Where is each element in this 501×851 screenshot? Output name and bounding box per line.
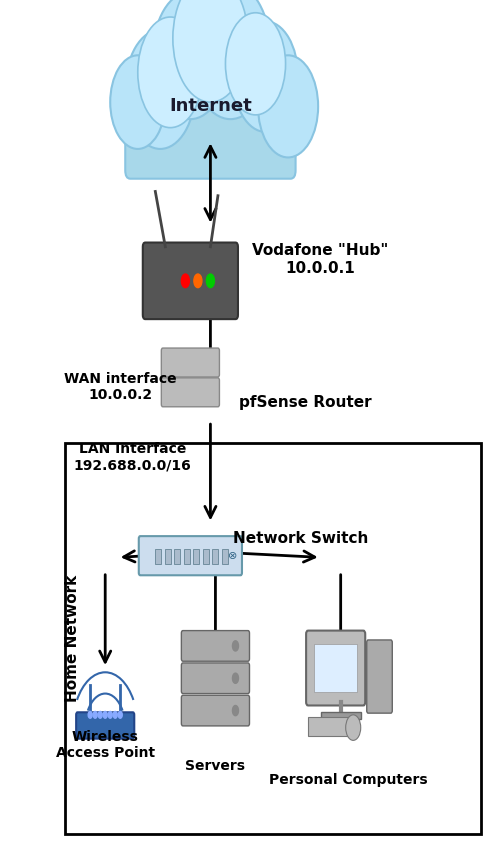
FancyBboxPatch shape — [181, 663, 249, 694]
Text: pfSense Router: pfSense Router — [239, 395, 372, 410]
Circle shape — [258, 55, 318, 157]
Text: Internet: Internet — [169, 97, 252, 116]
Circle shape — [173, 0, 248, 102]
Bar — [321, 712, 361, 719]
Circle shape — [138, 17, 203, 128]
Circle shape — [118, 711, 122, 718]
Circle shape — [232, 673, 238, 683]
Circle shape — [110, 55, 165, 149]
Bar — [314, 644, 357, 692]
Bar — [174, 549, 180, 564]
Text: Wireless
Access Point: Wireless Access Point — [56, 729, 155, 760]
FancyBboxPatch shape — [367, 640, 392, 713]
Text: Servers: Servers — [185, 759, 245, 773]
Bar — [155, 549, 161, 564]
Circle shape — [125, 30, 195, 149]
Text: Vodafone "Hub"
10.0.0.1: Vodafone "Hub" 10.0.0.1 — [253, 243, 389, 276]
Circle shape — [346, 715, 361, 740]
Text: Personal Computers: Personal Computers — [269, 774, 427, 787]
Circle shape — [98, 711, 102, 718]
Circle shape — [232, 705, 238, 716]
Circle shape — [108, 711, 112, 718]
Circle shape — [181, 274, 189, 288]
Circle shape — [190, 0, 271, 119]
FancyBboxPatch shape — [125, 85, 296, 179]
FancyBboxPatch shape — [161, 378, 219, 407]
Bar — [184, 549, 190, 564]
Bar — [65, 443, 481, 834]
Circle shape — [88, 711, 92, 718]
FancyBboxPatch shape — [306, 631, 365, 705]
Text: WAN interface
10.0.0.2: WAN interface 10.0.0.2 — [64, 372, 176, 403]
Bar — [212, 549, 218, 564]
Circle shape — [93, 711, 97, 718]
Bar — [193, 549, 199, 564]
FancyBboxPatch shape — [181, 631, 249, 661]
FancyBboxPatch shape — [143, 243, 238, 319]
Circle shape — [233, 21, 298, 132]
Text: ⊗: ⊗ — [228, 551, 237, 561]
Circle shape — [225, 13, 286, 115]
Text: Home Network: Home Network — [65, 574, 80, 702]
FancyBboxPatch shape — [181, 695, 249, 726]
Circle shape — [206, 274, 214, 288]
Circle shape — [153, 0, 228, 119]
Bar — [222, 549, 228, 564]
Circle shape — [103, 711, 107, 718]
Text: Network Switch: Network Switch — [233, 531, 368, 546]
FancyBboxPatch shape — [139, 536, 242, 575]
FancyBboxPatch shape — [161, 348, 219, 377]
Circle shape — [113, 711, 117, 718]
FancyBboxPatch shape — [76, 712, 134, 739]
Bar — [165, 549, 171, 564]
Circle shape — [194, 274, 202, 288]
Text: LAN Interface
192.688.0.0/16: LAN Interface 192.688.0.0/16 — [74, 442, 192, 472]
Bar — [203, 549, 209, 564]
Bar — [308, 717, 348, 736]
Circle shape — [232, 641, 238, 651]
